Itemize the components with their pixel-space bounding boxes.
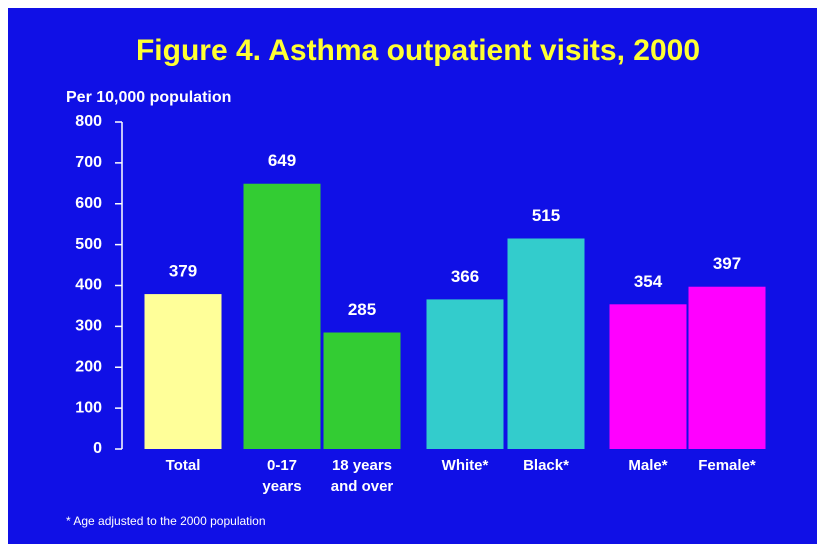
x-tick-label: 18 years and over: [331, 457, 394, 495]
value-label: 515: [532, 206, 560, 225]
y-tick-label: 700: [75, 154, 102, 171]
y-tick-label: 400: [75, 277, 102, 294]
bar: [243, 183, 321, 449]
bar: [144, 294, 222, 449]
y-tick-label: 100: [75, 399, 102, 416]
value-label: 285: [348, 300, 376, 319]
bar: [323, 332, 401, 449]
x-tick-label: Male*: [628, 457, 667, 474]
footnote: * Age adjusted to the 2000 population: [66, 514, 266, 528]
bar: [507, 238, 585, 449]
chart-title: Figure 4. Asthma outpatient visits, 2000: [136, 34, 700, 67]
x-tick-label: White*: [442, 457, 489, 474]
x-tick-label: Total: [166, 457, 201, 474]
y-tick-label: 300: [75, 318, 102, 335]
y-tick-label: 500: [75, 236, 102, 253]
bar: [426, 299, 504, 449]
y-tick-label: 800: [75, 113, 102, 130]
y-tick-label: 600: [75, 195, 102, 212]
value-label: 649: [268, 151, 296, 170]
x-tick-label: 0-17 years: [262, 457, 301, 495]
y-tick-label: 200: [75, 358, 102, 375]
y-tick-label: 0: [93, 440, 102, 457]
value-label: 397: [713, 254, 741, 273]
bar: [688, 286, 766, 449]
background: [8, 8, 817, 544]
y-axis-label: Per 10,000 population: [66, 89, 231, 106]
bar: [609, 304, 687, 449]
value-label: 354: [634, 272, 663, 291]
value-label: 366: [451, 267, 479, 286]
x-tick-label: Black*: [523, 457, 569, 474]
x-tick-label: Female*: [698, 457, 756, 474]
value-label: 379: [169, 262, 197, 281]
